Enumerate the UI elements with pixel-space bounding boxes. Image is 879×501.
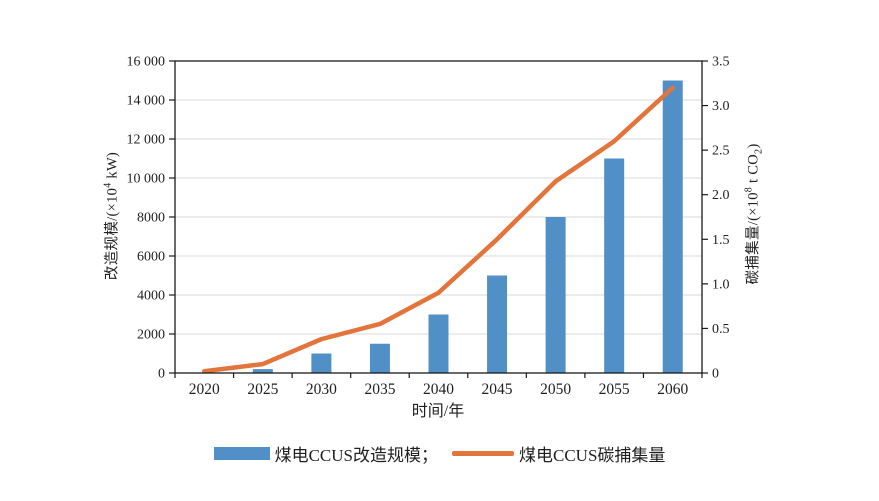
- bar-2045: [487, 275, 508, 373]
- x-tick-label-2035: 2035: [364, 381, 395, 398]
- left-tick-label: 6000: [137, 250, 165, 265]
- right-axis-title-sup: 8: [743, 186, 755, 193]
- legend-line-label: 煤电CCUS碳捕集量: [519, 446, 666, 465]
- x-tick-label-2055: 2055: [599, 381, 630, 398]
- left-tick-label: 12 000: [127, 133, 166, 148]
- x-tick-label-2060: 2060: [657, 381, 688, 398]
- left-tick-label: 16 000: [127, 55, 166, 70]
- right-tick-label: 2.0: [712, 188, 730, 203]
- legend-line-swatch-icon: [452, 451, 514, 456]
- left-axis-title-text: 改造规模/(×10: [104, 187, 121, 281]
- x-axis-title: 时间/年: [411, 403, 465, 420]
- left-tick-label: 2000: [137, 328, 165, 343]
- right-axis-title: 碳捕集量/(×108 t CO2): [742, 144, 765, 285]
- bar-2040: [428, 314, 449, 373]
- left-tick-label: 14 000: [127, 94, 166, 109]
- x-tick-label-2050: 2050: [540, 381, 571, 398]
- right-tick-label: 1.5: [712, 233, 730, 248]
- legend-bar-label: 煤电CCUS改造规模；: [274, 446, 438, 465]
- right-axis-title-text: 碳捕集量/(×10: [745, 192, 762, 285]
- right-tick-label: 3.5: [712, 55, 730, 70]
- left-tick-label: 4000: [137, 289, 165, 304]
- legend-bar-swatch-icon: [213, 447, 270, 460]
- left-axis-title: 改造规模/(×104 kW): [101, 152, 122, 280]
- carbon-capture-line: [202, 85, 675, 374]
- bar-2050: [545, 217, 566, 373]
- bar-2060: [662, 80, 683, 373]
- right-tick-label: 0: [712, 367, 719, 382]
- x-tick-label-2030: 2030: [306, 381, 337, 398]
- right-axis-title-sub: 2: [753, 148, 765, 154]
- bar-2035: [369, 343, 390, 373]
- legend-item-carbon-capture: 煤电CCUS碳捕集量: [452, 441, 665, 466]
- x-tick-label-2020: 2020: [189, 381, 220, 398]
- bar-2055: [604, 158, 625, 373]
- right-tick-label: 0.5: [712, 322, 730, 337]
- legend: 煤电CCUS改造规模； 煤电CCUS碳捕集量: [0, 441, 879, 466]
- left-tick-label: 10 000: [127, 172, 166, 187]
- bar-2030: [311, 353, 332, 373]
- x-tick-label-2045: 2045: [482, 381, 513, 398]
- bar-2025: [252, 369, 273, 373]
- x-tick-label-2025: 2025: [247, 381, 278, 398]
- legend-item-retrofit-scale: 煤电CCUS改造规模；: [213, 441, 438, 466]
- right-tick-label: 3.0: [712, 99, 730, 114]
- right-tick-label: 2.5: [712, 144, 730, 159]
- left-tick-label: 0: [158, 367, 165, 382]
- left-tick-label: 8000: [137, 211, 165, 226]
- left-axis-title-unit: kW): [104, 151, 121, 183]
- right-axis-title-close: ): [745, 143, 762, 149]
- right-axis-title-unit: t CO: [745, 153, 762, 187]
- right-tick-label: 1.0: [712, 277, 730, 292]
- left-axis-title-sup: 4: [102, 182, 114, 188]
- x-tick-label-2040: 2040: [423, 381, 454, 398]
